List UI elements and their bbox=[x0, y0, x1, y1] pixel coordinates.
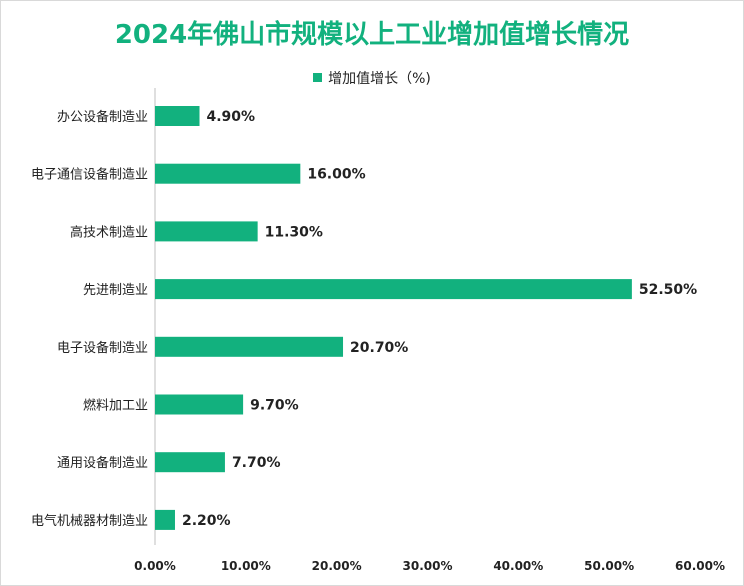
bar bbox=[155, 279, 632, 300]
x-tick-label: 10.00% bbox=[221, 559, 271, 573]
chart-legend: 增加值增长（%) bbox=[0, 68, 744, 88]
bar bbox=[155, 394, 244, 415]
category-label: 电子通信设备制造业 bbox=[31, 167, 148, 183]
bar bbox=[155, 163, 301, 184]
data-label: 16.00% bbox=[307, 167, 365, 183]
chart-title: 2024年佛山市规模以上工业增加值增长情况 bbox=[114, 20, 630, 50]
x-tick-label: 30.00% bbox=[403, 559, 453, 573]
category-label: 通用设备制造业 bbox=[57, 455, 148, 471]
bar bbox=[155, 221, 258, 242]
data-label: 11.30% bbox=[265, 224, 323, 240]
bar bbox=[155, 452, 225, 473]
category-label: 办公设备制造业 bbox=[57, 109, 148, 125]
data-label: 4.90% bbox=[207, 109, 256, 125]
category-label: 高技术制造业 bbox=[70, 224, 148, 240]
category-label: 先进制造业 bbox=[83, 283, 148, 298]
data-label: 2.20% bbox=[182, 513, 231, 529]
x-tick-label: 20.00% bbox=[312, 559, 362, 573]
data-label: 7.70% bbox=[232, 455, 281, 471]
x-tick-label: 40.00% bbox=[493, 559, 543, 573]
x-tick-label: 50.00% bbox=[584, 559, 634, 573]
data-label: 20.70% bbox=[350, 340, 408, 356]
data-label: 52.50% bbox=[639, 282, 697, 298]
bar bbox=[155, 509, 175, 530]
category-label: 电气机械器材制造业 bbox=[31, 513, 148, 529]
legend-swatch bbox=[313, 73, 323, 82]
data-label: 9.70% bbox=[250, 398, 299, 414]
x-tick-label: 60.00% bbox=[675, 559, 725, 573]
bar bbox=[155, 106, 200, 126]
bar bbox=[155, 336, 344, 357]
legend-label: 增加值增长（%) bbox=[328, 71, 431, 87]
category-label: 电子设备制造业 bbox=[57, 340, 148, 356]
x-tick-label: 0.00% bbox=[134, 559, 176, 573]
category-label: 燃料加工业 bbox=[83, 398, 148, 414]
